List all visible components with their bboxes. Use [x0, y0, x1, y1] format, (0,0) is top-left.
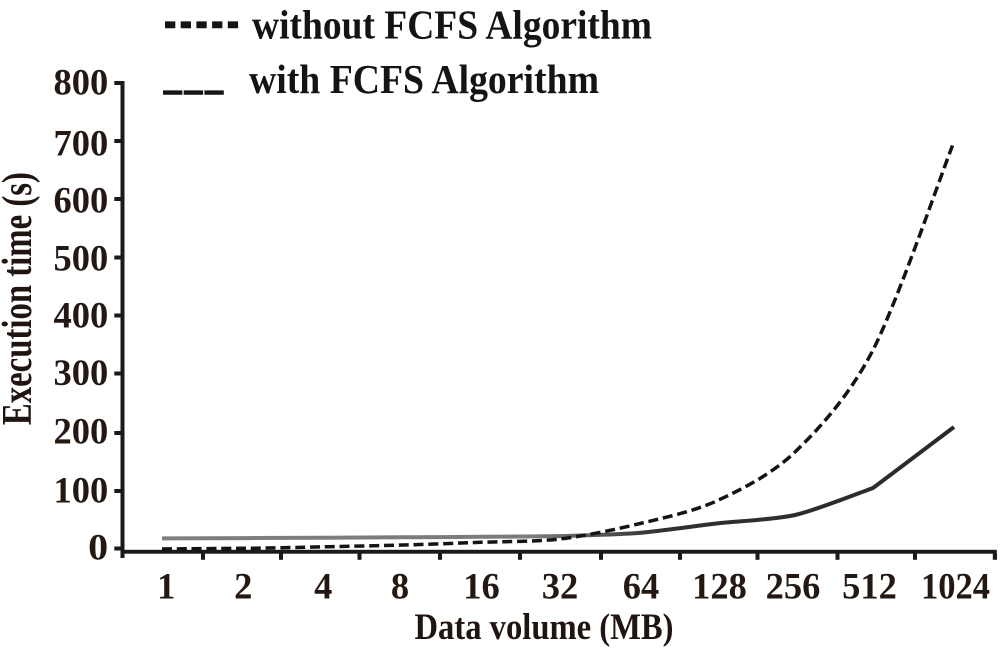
svg-text:400: 400 — [53, 294, 108, 335]
svg-text:4: 4 — [314, 566, 332, 607]
svg-text:2: 2 — [234, 566, 252, 607]
svg-text:128: 128 — [692, 566, 747, 607]
svg-text:1024: 1024 — [921, 566, 990, 607]
svg-text:1: 1 — [157, 566, 175, 607]
svg-text:500: 500 — [53, 238, 108, 279]
svg-text:16: 16 — [463, 566, 500, 607]
svg-text:Data volume (MB): Data volume (MB) — [415, 606, 674, 647]
svg-text:0: 0 — [88, 527, 108, 568]
svg-text:32: 32 — [542, 566, 579, 607]
svg-text:without FCFS Algorithm: without FCFS Algorithm — [252, 2, 652, 48]
svg-text:with FCFS Algorithm: with FCFS Algorithm — [249, 56, 599, 102]
svg-text:8: 8 — [391, 566, 409, 607]
svg-text:100: 100 — [53, 469, 108, 510]
svg-text:256: 256 — [766, 566, 821, 607]
svg-text:Execution time (s): Execution time (s) — [0, 172, 41, 425]
svg-text:800: 800 — [53, 62, 108, 103]
svg-text:600: 600 — [53, 180, 108, 221]
svg-text:700: 700 — [53, 123, 108, 164]
svg-text:200: 200 — [53, 411, 108, 452]
svg-text:64: 64 — [623, 566, 660, 607]
svg-text:512: 512 — [842, 566, 897, 607]
svg-text:300: 300 — [53, 352, 108, 393]
